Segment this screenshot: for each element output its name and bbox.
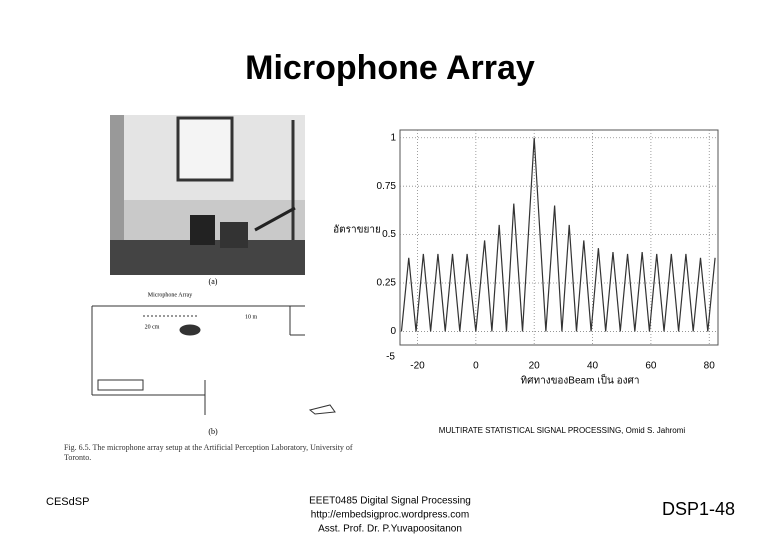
x-tick-label: 60 xyxy=(645,361,657,372)
footer-center: Asst. Prof. Dr. P.Yuvapoositanon xyxy=(318,524,462,535)
dimension-label: 10 m xyxy=(245,314,258,320)
y-tick-label: 0.75 xyxy=(377,181,397,192)
y-axis-label: อัตราขยาย xyxy=(333,225,381,236)
y-tick-label: 0.25 xyxy=(377,278,397,289)
floor-plan xyxy=(91,305,336,415)
x-tick-label: 80 xyxy=(704,361,716,372)
beam-chart: 0 0.25 0.5 0.75 1 -20 0 20 40 60 80 -5 อัตราขยายทิศท… xyxy=(333,129,719,387)
x-tick-label: 40 xyxy=(587,361,599,372)
photo xyxy=(110,115,305,275)
figure-caption: Fig. 6.5. The microphone array setup at … xyxy=(64,443,353,462)
source-note: MULTIRATE STATISTICAL SIGNAL PROCESSING,… xyxy=(439,426,686,435)
footer-center: EEET0485 Digital Signal Processing xyxy=(309,496,471,507)
figure-caption-box: Fig. 6.5. The microphone array setup at … xyxy=(64,443,353,462)
slide-title: Microphone Array xyxy=(245,49,535,87)
x-tick-label: 0 xyxy=(473,361,479,372)
x-axis-label: ทิศทางของBeam เป็น องศา xyxy=(521,373,640,387)
x-tick-label: 20 xyxy=(529,361,541,372)
y-tick-label: 1 xyxy=(390,132,396,143)
y-tick-label: 0 xyxy=(390,326,396,337)
footer-right: DSP1-48 xyxy=(662,499,735,519)
array-label: Microphone Array xyxy=(148,292,193,298)
panel-label: (a) xyxy=(209,277,218,286)
footer-center: http://embedsigproc.wordpress.com xyxy=(311,510,469,521)
beam-pattern-line xyxy=(400,137,716,332)
x-tick-label: -20 xyxy=(410,361,425,372)
plot-area xyxy=(399,129,719,346)
dimension-label: 20 cm xyxy=(145,324,160,330)
footer-left: CESdSP xyxy=(46,496,89,508)
panel-label: (b) xyxy=(208,427,218,436)
corner-label: -5 xyxy=(386,352,395,363)
y-tick-label: 0.5 xyxy=(382,229,396,240)
